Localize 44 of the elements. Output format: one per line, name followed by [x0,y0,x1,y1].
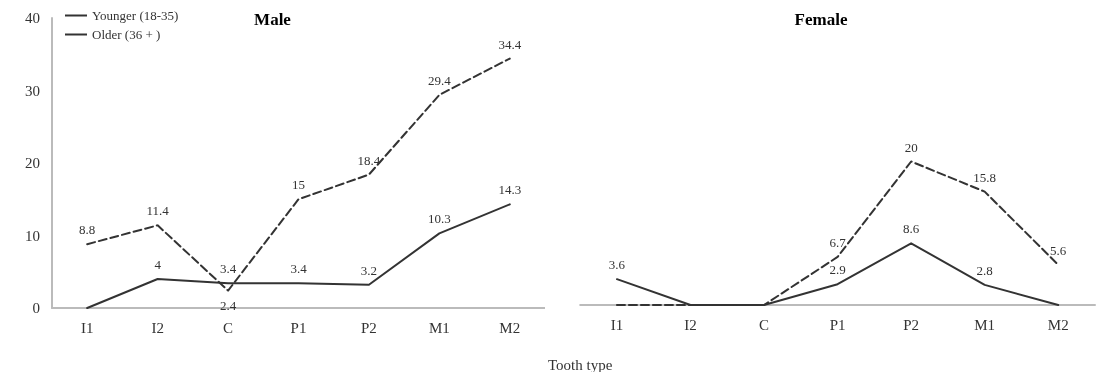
data-label: 29.4 [427,72,452,88]
y-tick-label: 0 [32,300,40,316]
x-tick-label: C [223,319,234,336]
x-tick-label: I2 [151,319,164,336]
data-label: 5.6 [1050,242,1067,258]
data-label: 10.3 [427,211,451,227]
x-tick-label: C [759,316,770,333]
data-label: 2.9 [829,262,846,278]
data-label: 2.8 [976,262,993,278]
chart-title: Male [254,10,292,29]
y-tick-label: 30 [25,82,40,99]
data-label: 15.8 [973,169,997,185]
x-tick-label: I1 [610,316,624,333]
x-tick-label: M1 [428,319,450,336]
data-label: 8.6 [903,221,920,237]
data-label: 14.3 [498,182,522,198]
data-label: 6.7 [829,234,847,250]
data-label: 20 [904,139,918,155]
x-tick-label: P1 [829,316,846,333]
x-tick-label: M2 [1047,316,1069,333]
x-tick-label: P1 [290,319,307,336]
data-label: 3.4 [290,261,308,277]
y-tick-label: 10 [25,227,40,244]
data-label: 3.6 [608,257,626,273]
data-label: 4 [154,257,162,272]
x-tick-label: I2 [684,316,697,333]
y-tick-label: 40 [25,10,40,26]
legend-label: Older (36 + ) [92,27,161,42]
data-label: 8.8 [79,222,96,238]
x-tick-label: P2 [903,316,920,333]
data-label: 11.4 [146,203,170,219]
data-label: 2.4 [219,297,237,313]
x-tick-label: P2 [361,319,377,336]
x-tick-label: M1 [974,316,996,333]
x-tick-label: M2 [499,319,521,336]
data-label: 15 [292,177,305,193]
x-axis-title: Tooth type [548,356,613,372]
x-tick-label: I1 [80,319,94,336]
y-tick-label: 20 [25,155,40,171]
data-label: 34.4 [498,36,522,52]
data-label: 3.4 [219,261,237,277]
data-label: 3.2 [360,262,378,278]
chart-title: Female [794,10,848,29]
legend-label: Younger (18-35) [92,8,179,23]
